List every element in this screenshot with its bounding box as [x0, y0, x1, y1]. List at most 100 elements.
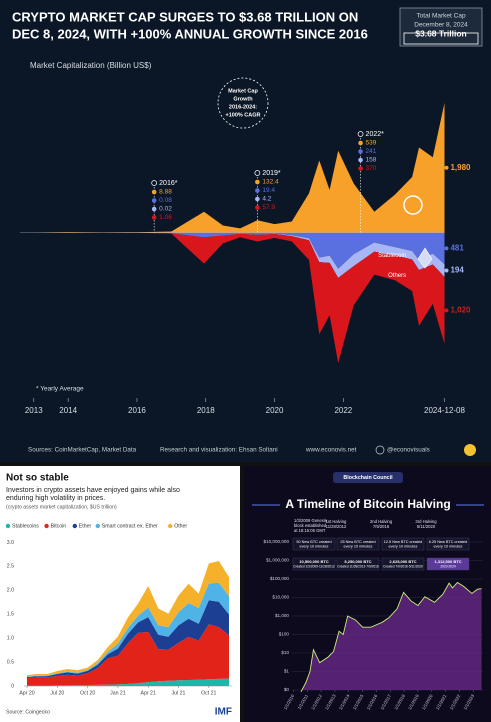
- halving-label: 11/28/2012: [326, 524, 347, 529]
- bitcoin-logo: [403, 195, 423, 215]
- ether-logo: [417, 247, 433, 269]
- x-tick-label: 2013: [25, 406, 43, 415]
- annotation-dot: [358, 166, 363, 171]
- y-tick-label: $1,000,000: [266, 558, 289, 563]
- supply-text: 1,312,500 BTC: [434, 559, 461, 564]
- supply-text: Created 11/28/2012-7/9/2016: [337, 564, 379, 568]
- y-tick-label: $10,000,000: [263, 539, 289, 544]
- footnote: * Yearly Average: [36, 386, 84, 393]
- annotation-value: 0.08: [159, 197, 172, 204]
- annotation-value: 57.9: [262, 204, 275, 211]
- area: [301, 582, 482, 692]
- x-tick-label: Apr 21: [141, 690, 156, 696]
- annotation-value: 1.06: [159, 214, 172, 221]
- reward-text: 25 New BTC created: [340, 540, 375, 544]
- supply-box: [426, 557, 470, 571]
- y-tick-label: 1.5: [7, 612, 14, 618]
- halving-label: 2nd Halving: [370, 519, 393, 524]
- y-tick-label: 0: [11, 683, 14, 689]
- total-box: [399, 7, 483, 47]
- y-tick-label: 0.5: [7, 659, 14, 665]
- annotation-dot: [151, 189, 157, 195]
- x-tick-label: 2024-12-08: [424, 406, 465, 415]
- subtitle: Market Capitalization (Billion US$): [30, 61, 152, 70]
- end-label: 1,020: [450, 305, 471, 314]
- chart-title: DEC 8, 2024, WITH +100% ANNUAL GROWTH SI…: [12, 26, 368, 41]
- annotation-value: 539: [366, 140, 377, 147]
- handle: @econovisuals: [387, 447, 430, 454]
- legend-swatch: [168, 523, 173, 529]
- chart-title: Not so stable: [6, 473, 69, 484]
- legend-swatch: [95, 523, 101, 529]
- y-tick-label: $100,000: [270, 576, 290, 581]
- area: [27, 561, 229, 677]
- series-label: Others: [388, 273, 406, 279]
- price-line: [300, 581, 482, 693]
- end-dot: [444, 246, 449, 251]
- area: [27, 624, 229, 686]
- total-box-text: Total Market Cap: [416, 13, 466, 20]
- reward-text: every 10 minutes: [389, 545, 418, 549]
- growth-note: +100% CAGR: [225, 112, 260, 118]
- area: [33, 232, 445, 278]
- x-tick-label: 2022: [334, 406, 352, 415]
- x-tick-label: 2014: [59, 406, 77, 415]
- halving-label: 7/9/2016: [373, 524, 390, 529]
- annotation-dot: [151, 215, 157, 220]
- annotation-dot: [358, 140, 363, 146]
- annotation-value: 8.88: [159, 189, 172, 196]
- annotation-dot: [255, 188, 260, 193]
- legend-label: Bitcoin: [51, 523, 67, 529]
- annotation-dot: [151, 198, 157, 203]
- badge: Blockchain Council: [343, 475, 393, 481]
- source: Source: Coingecko: [6, 709, 50, 715]
- annotation-dot: [151, 206, 157, 212]
- reward-text: every 10 minutes: [344, 545, 373, 549]
- series-label: Stablecoin: [378, 253, 406, 259]
- total-box-value: [403, 32, 479, 45]
- y-tick-label: $1: [284, 669, 290, 674]
- area: [33, 102, 445, 233]
- annotation-value: 4.2: [262, 196, 271, 203]
- x-tick-label: 2018: [197, 406, 215, 415]
- x-tick-label: Jul 21: [172, 690, 186, 696]
- annotation-dot: [255, 179, 260, 185]
- legend-swatch: [44, 523, 49, 529]
- subtitle: enduring high volatility in prices.: [6, 495, 105, 502]
- annotation-marker: [254, 170, 261, 176]
- end-dot: [444, 308, 449, 313]
- x-tick-label: Apr 20: [19, 690, 34, 696]
- supply-box: [336, 557, 380, 571]
- growth-bubble: [217, 77, 269, 129]
- legend-label: Ether: [79, 523, 92, 529]
- growth-note: 2016-2024:: [229, 104, 257, 110]
- end-label: 481: [450, 244, 464, 253]
- end-label: 1,980: [450, 163, 471, 172]
- annotation-marker: [357, 131, 364, 137]
- annotation-value: 0.02: [159, 206, 172, 213]
- legend-label: Other: [174, 523, 187, 529]
- area: [33, 232, 445, 364]
- reward-box: [336, 537, 380, 551]
- annotation-label: 2019*: [262, 170, 281, 177]
- supply-text: 2,625,000 BTC: [389, 559, 416, 564]
- badge-box: [333, 472, 403, 483]
- note: (crypto assets market capitalization, $U…: [6, 504, 117, 510]
- x-tick-label: 2016: [128, 406, 146, 415]
- chart-title: A Timeline of Bitcoin Halving: [285, 497, 450, 511]
- supply-box: [292, 557, 336, 571]
- reward-text: every 10 minutes: [300, 545, 329, 549]
- reward-box: [381, 537, 425, 551]
- annotation-dot: [358, 149, 363, 154]
- supply-box: [381, 557, 425, 571]
- annotation-dot: [358, 157, 363, 163]
- supply-text: 2020-2024: [440, 564, 455, 568]
- halving-label: 5/11/2020: [417, 524, 436, 529]
- legend-label: Stablecoins: [12, 523, 39, 529]
- x-icon: [375, 445, 385, 455]
- y-tick-label: 1.0: [7, 636, 14, 642]
- y-tick-label: 3.0: [7, 540, 14, 546]
- genesis-note: at 18:15:05 GMT: [294, 528, 326, 533]
